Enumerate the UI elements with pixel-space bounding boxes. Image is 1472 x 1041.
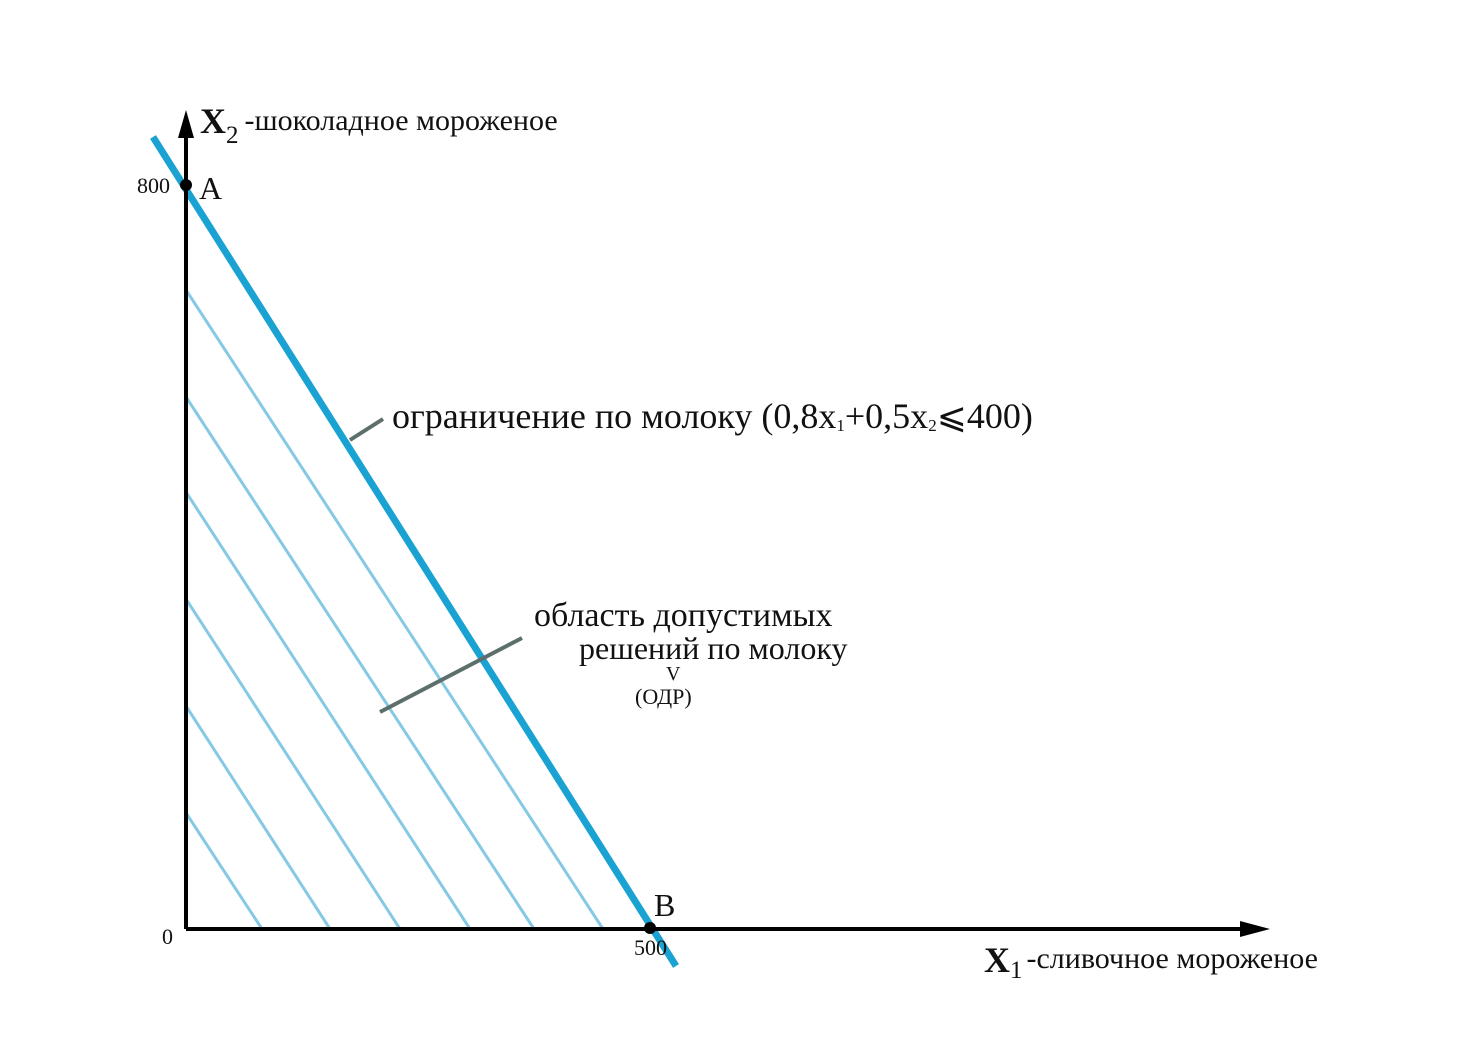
region-abbr-label: (ОДР) [635,684,692,709]
feasible-region-hatching [184,289,605,930]
region-leader-line [379,636,523,714]
y-axis-subscript: 2 [226,122,239,149]
y-axis-description: -шоколадное мороженое [245,104,558,137]
x-axis-label: X1 -сливочное мороженое [984,940,1318,984]
constraint-leader-line [348,417,385,442]
point-b-label: B [654,887,675,923]
origin-label: 0 [162,924,173,949]
hatch-line-2 [184,396,536,930]
constraint-mid-text: +0,5x [845,396,928,436]
constraint-label-text: ограничение по молоку (0,8x [392,396,836,436]
constraint-label: ограничение по молоку (0,8x1+0,5x2⩽400) [392,396,1033,436]
hatch-line-4 [184,598,402,930]
constraint-sub-1: 1 [836,416,845,435]
hatch-line-3 [184,491,472,930]
y-tick-800: 800 [137,173,170,198]
hatch-line-1 [184,289,605,930]
region-label-line-1: область допустимых [534,597,832,634]
x-axis-letter: X [984,940,1010,980]
x-axis-description: -сливочное мороженое [1027,942,1318,975]
milk-constraint-line [150,135,679,968]
x-axis-arrow-icon [1240,921,1270,937]
constraint-tail-text: ⩽400) [937,396,1033,436]
point-b-marker [644,922,656,934]
constraint-sub-2: 2 [928,416,937,435]
region-mark: V [666,663,681,685]
x-tick-500: 500 [634,935,667,960]
point-a-marker [180,179,192,191]
y-axis-label: X2 -шоколадное мороженое [200,101,558,149]
hatch-line-6 [184,812,264,930]
region-label-line-2: решений по молоку [579,630,847,666]
y-axis-letter: X [200,101,226,141]
hatch-line-5 [184,705,332,930]
point-a-label: A [199,170,222,206]
x-axis-subscript: 1 [1010,957,1023,984]
y-axis-arrow-icon [178,110,194,138]
